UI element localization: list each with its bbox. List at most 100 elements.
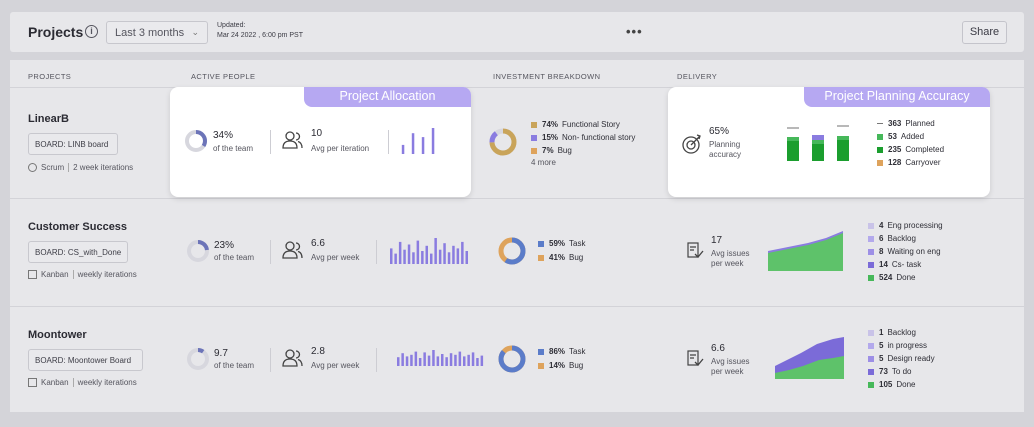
activity-bar [461, 241, 464, 264]
avg-value: 2.8 [311, 346, 325, 357]
activity-bar [411, 133, 415, 154]
legend-swatch [538, 254, 544, 261]
delivery-legend-item: 1 Backlog [868, 328, 916, 337]
legend-swatch [538, 240, 544, 247]
activity-bar [401, 144, 405, 154]
investment-donut [498, 345, 526, 373]
board-button[interactable]: BOARD: LINB board [28, 133, 118, 155]
legend-swatch [868, 261, 874, 268]
legend-swatch [877, 146, 883, 153]
people-percent: 34% [213, 130, 234, 141]
project-meta: Kanban weekly iterations [28, 378, 137, 388]
people-donut [187, 240, 209, 262]
activity-bar [452, 245, 455, 264]
investment-donut [489, 128, 517, 156]
people-percent: 23% [214, 240, 235, 251]
accuracy-legend-item: 128 Carryover [877, 158, 940, 167]
avg-issues-label: Avg issues [711, 357, 750, 366]
activity-bar [480, 355, 484, 366]
updated-value: Mar 24 2022 , 6:00 pm PST [217, 32, 303, 39]
activity-bar [476, 358, 479, 366]
accuracy-legend-item: 363 Planned [877, 119, 935, 128]
activity-bar [427, 355, 431, 366]
investment-more-link[interactable]: 4 more [531, 158, 556, 167]
legend-swatch [868, 355, 874, 362]
legend-swatch [868, 248, 874, 255]
scrum-icon [28, 163, 37, 173]
divider [270, 130, 271, 154]
issues-icon [687, 242, 704, 258]
activity-bar [416, 240, 420, 264]
legend-swatch [868, 274, 874, 281]
date-range-select[interactable]: Last 3 months ⌄ [106, 21, 208, 44]
legend-swatch [538, 362, 544, 369]
activity-bar [412, 252, 415, 264]
avg-issues-label: per week [711, 259, 744, 268]
people-donut [185, 130, 207, 152]
people-sub: of the team [214, 253, 255, 262]
divider [270, 348, 271, 372]
activity-bar [410, 354, 413, 366]
delivery-legend-item: 5 in progress [868, 341, 927, 350]
delivery-legend-item: 5 Design ready [868, 354, 935, 363]
legend-swatch [877, 159, 883, 166]
info-icon[interactable]: i [85, 25, 98, 38]
accuracy-legend-item: 235 Completed [877, 145, 944, 154]
kanban-icon [28, 378, 37, 388]
avg-label: Avg per week [311, 361, 360, 370]
planning-accuracy-label: accuracy [709, 150, 742, 159]
divider [10, 198, 1024, 199]
activity-bar [467, 354, 470, 366]
legend-swatch [531, 134, 537, 141]
activity-bar [443, 243, 446, 264]
delivery-area-chart [775, 337, 844, 379]
more-options-icon[interactable]: ••• [626, 24, 643, 39]
avg-label: Avg per week [311, 253, 360, 262]
delivery-legend-item: 14 Cs- task [868, 260, 921, 269]
activity-bar [403, 249, 406, 264]
legend-swatch [531, 121, 537, 128]
board-button[interactable]: BOARD: Moontower Board [28, 349, 143, 371]
col-header-active-people: ACTIVE PEOPLE [191, 72, 256, 81]
activity-bar [430, 253, 433, 264]
divider [376, 240, 377, 264]
activity-bar [398, 241, 402, 264]
project-name[interactable]: Moontower [28, 329, 87, 341]
people-percent: 9.7 [214, 348, 228, 359]
investment-donut [498, 237, 526, 265]
col-header-investment: INVESTMENT BREAKDOWN [493, 72, 601, 81]
legend-swatch [877, 133, 883, 140]
delivery-legend-item: 105 Done [868, 380, 915, 389]
legend-swatch [531, 147, 537, 154]
board-button[interactable]: BOARD: CS_with_Done [28, 241, 128, 263]
card-title: Project Planning Accuracy [804, 87, 990, 107]
activity-bar [421, 251, 424, 264]
delivery-legend-item: 524 Done [868, 273, 915, 282]
divider [10, 87, 1024, 88]
legend-swatch [868, 329, 874, 336]
people-donut [187, 348, 209, 370]
avg-issues-value: 6.6 [711, 343, 725, 354]
people-sub: of the team [214, 361, 255, 370]
activity-bars [390, 238, 468, 264]
activity-bar [418, 358, 422, 366]
kanban-icon [28, 270, 37, 280]
share-button[interactable]: Share [962, 21, 1007, 44]
activity-bar [425, 245, 428, 264]
divider [376, 348, 377, 372]
date-range-value: Last 3 months [115, 27, 185, 39]
avg-label: Avg per iteration [311, 144, 370, 153]
accuracy-legend-item: 53 Added [877, 132, 924, 141]
activity-bar [456, 248, 460, 264]
project-name[interactable]: Customer Success [28, 221, 128, 233]
divider [10, 306, 1024, 307]
activity-bar [397, 357, 400, 366]
legend-swatch [877, 122, 883, 125]
activity-bar [447, 252, 451, 264]
activity-bar [434, 238, 437, 264]
people-sub: of the team [213, 144, 254, 153]
legend-swatch [868, 368, 874, 375]
activity-bars [397, 350, 484, 366]
updated-label: Updated: [217, 22, 246, 29]
project-name[interactable]: LinearB [28, 113, 69, 125]
